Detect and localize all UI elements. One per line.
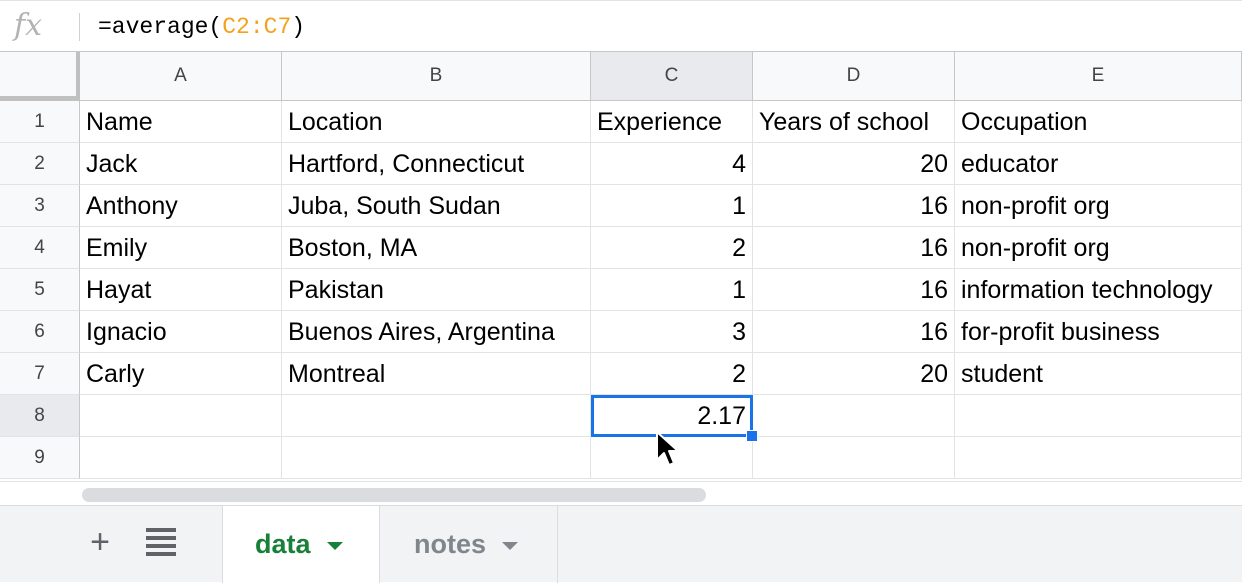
cell-c4[interactable]: 2 <box>591 227 753 269</box>
cell-c9[interactable] <box>591 437 753 479</box>
cell-a8[interactable] <box>80 395 282 437</box>
column-header-c[interactable]: C <box>591 52 753 101</box>
cell-e3[interactable]: non-profit org <box>955 185 1242 227</box>
cell-e1[interactable]: Occupation <box>955 101 1242 143</box>
select-all-corner[interactable] <box>0 52 81 101</box>
sheet-tab-label: data <box>255 529 311 559</box>
fill-handle[interactable] <box>746 430 758 442</box>
cell-a5[interactable]: Hayat <box>80 269 282 311</box>
cell-d8[interactable] <box>753 395 955 437</box>
cell-b3[interactable]: Juba, South Sudan <box>282 185 591 227</box>
scrollbar-thumb[interactable] <box>82 488 706 502</box>
cell-e4[interactable]: non-profit org <box>955 227 1242 269</box>
cell-a2[interactable]: Jack <box>80 143 282 185</box>
row-header-4[interactable]: 4 <box>0 227 80 269</box>
cell-e2[interactable]: educator <box>955 143 1242 185</box>
cell-a9[interactable] <box>80 437 282 479</box>
row-header-2[interactable]: 2 <box>0 143 80 185</box>
cell-c1[interactable]: Experience <box>591 101 753 143</box>
dropdown-caret-icon[interactable] <box>326 541 343 550</box>
column-header-e[interactable]: E <box>955 52 1242 101</box>
column-header-b[interactable]: B <box>282 52 591 101</box>
cell-c3[interactable]: 1 <box>591 185 753 227</box>
formula-prefix: =average( <box>98 14 223 40</box>
cell-b5[interactable]: Pakistan <box>282 269 591 311</box>
mouse-pointer-icon <box>656 431 679 466</box>
sheet-tab-data[interactable]: data <box>222 506 380 583</box>
cell-a6[interactable]: Ignacio <box>80 311 282 353</box>
cell-d1[interactable]: Years of school <box>753 101 955 143</box>
row-header-3[interactable]: 3 <box>0 185 80 227</box>
cell-a7[interactable]: Carly <box>80 353 282 395</box>
cell-c5[interactable]: 1 <box>591 269 753 311</box>
cell-b6[interactable]: Buenos Aires, Argentina <box>282 311 591 353</box>
cell-e6[interactable]: for-profit business <box>955 311 1242 353</box>
row-header-6[interactable]: 6 <box>0 311 80 353</box>
formula-input[interactable]: =average(C2:C7) <box>98 13 305 41</box>
cell-c7[interactable]: 2 <box>591 353 753 395</box>
cell-d7[interactable]: 20 <box>753 353 955 395</box>
cell-e9[interactable] <box>955 437 1242 479</box>
cell-c6[interactable]: 3 <box>591 311 753 353</box>
sheet-tab-bar: + data notes <box>0 505 1242 583</box>
cell-c2[interactable]: 4 <box>591 143 753 185</box>
column-header-d[interactable]: D <box>753 52 955 101</box>
row-header-9[interactable]: 9 <box>0 437 80 479</box>
cell-b4[interactable]: Boston, MA <box>282 227 591 269</box>
cell-d9[interactable] <box>753 437 955 479</box>
cell-e8[interactable] <box>955 395 1242 437</box>
cell-b9[interactable] <box>282 437 591 479</box>
function-icon: fx <box>14 8 43 43</box>
add-sheet-icon[interactable]: + <box>90 523 110 561</box>
row-header-1[interactable]: 1 <box>0 101 80 143</box>
dropdown-caret-icon[interactable] <box>502 541 519 550</box>
formula-suffix: ) <box>291 14 306 40</box>
sheet-tab-notes[interactable]: notes <box>382 506 558 583</box>
cell-d3[interactable]: 16 <box>753 185 955 227</box>
column-header-a[interactable]: A <box>80 52 282 101</box>
formula-range-ref: C2:C7 <box>222 14 292 40</box>
cell-d6[interactable]: 16 <box>753 311 955 353</box>
cell-b8[interactable] <box>282 395 591 437</box>
row-header-7[interactable]: 7 <box>0 353 80 395</box>
cell-a1[interactable]: Name <box>80 101 282 143</box>
horizontal-scrollbar[interactable] <box>0 481 1242 506</box>
cell-a4[interactable]: Emily <box>80 227 282 269</box>
all-sheets-menu-icon[interactable] <box>146 528 176 556</box>
cell-e5[interactable]: information technology <box>955 269 1242 311</box>
cell-d2[interactable]: 20 <box>753 143 955 185</box>
cell-d5[interactable]: 16 <box>753 269 955 311</box>
formula-bar: fx =average(C2:C7) <box>0 0 1242 52</box>
cell-b2[interactable]: Hartford, Connecticut <box>282 143 591 185</box>
cell-e7[interactable]: student <box>955 353 1242 395</box>
sheet-tab-label: notes <box>414 529 487 559</box>
row-header-5[interactable]: 5 <box>0 269 80 311</box>
formula-separator <box>79 13 80 41</box>
cell-b7[interactable]: Montreal <box>282 353 591 395</box>
cell-a3[interactable]: Anthony <box>80 185 282 227</box>
cell-b1[interactable]: Location <box>282 101 591 143</box>
cell-d4[interactable]: 16 <box>753 227 955 269</box>
row-header-8[interactable]: 8 <box>0 395 80 437</box>
